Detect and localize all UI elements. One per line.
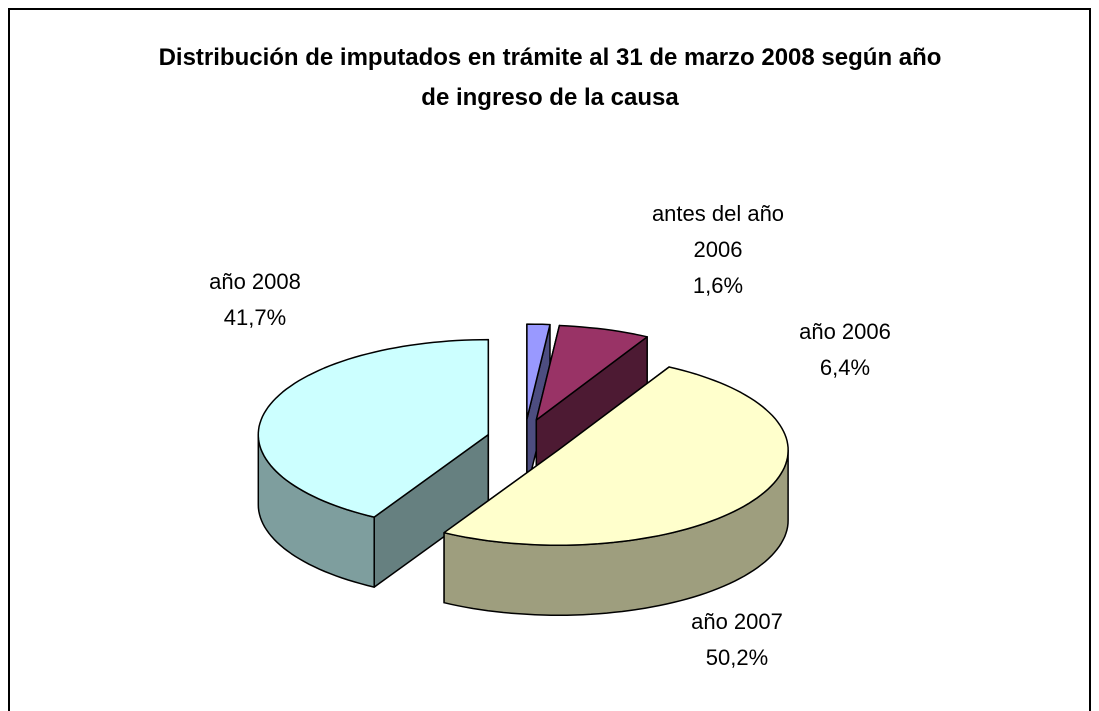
category-label: año 2008 (209, 269, 301, 294)
value-label: 1,6% (692, 273, 744, 298)
data-label: año 2006 6,4% (765, 314, 925, 386)
data-label: antes del año 2006 1,6% (638, 196, 798, 304)
data-label: año 2008 41,7% (175, 264, 335, 336)
slice (257, 338, 490, 518)
slice (443, 366, 789, 546)
value-label: 50,2% (705, 645, 769, 670)
value-label: 41,7% (223, 305, 287, 330)
slice (535, 324, 648, 421)
slice (526, 323, 551, 420)
category-label: antes del año 2006 (651, 201, 785, 262)
data-label: año 2007 50,2% (657, 604, 817, 676)
chart-title: Distribución de imputados en trámite al … (158, 44, 942, 111)
category-label: año 2006 (799, 319, 891, 344)
category-label: año 2007 (691, 609, 783, 634)
value-label: 6,4% (819, 355, 871, 380)
